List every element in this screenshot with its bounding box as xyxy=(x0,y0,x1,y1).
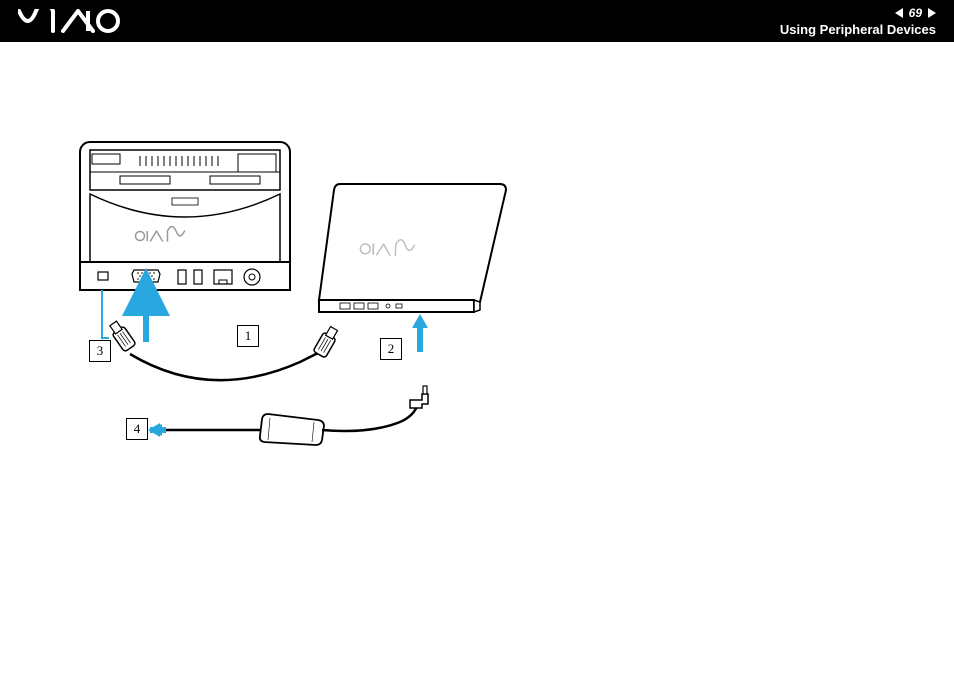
connection-diagram xyxy=(0,42,954,674)
callout-1: 1 xyxy=(237,325,259,347)
header-right: 69 Using Peripheral Devices xyxy=(780,6,936,37)
leader-3 xyxy=(102,290,109,338)
callout-3: 3 xyxy=(89,340,111,362)
page-number: 69 xyxy=(909,6,922,20)
power-adapter xyxy=(150,386,428,445)
diagram: 1 2 3 4 xyxy=(0,42,954,674)
callout-4: 4 xyxy=(126,418,148,440)
vaio-logo xyxy=(18,9,128,33)
nav-next-icon[interactable] xyxy=(928,8,936,18)
page-nav: 69 xyxy=(895,6,936,20)
header-bar: 69 Using Peripheral Devices xyxy=(0,0,954,42)
section-title: Using Peripheral Devices xyxy=(780,22,936,37)
optical-drive xyxy=(319,184,506,312)
docking-station xyxy=(80,142,290,290)
nav-prev-icon[interactable] xyxy=(895,8,903,18)
callout-2: 2 xyxy=(380,338,402,360)
peripheral-cable xyxy=(107,319,340,380)
